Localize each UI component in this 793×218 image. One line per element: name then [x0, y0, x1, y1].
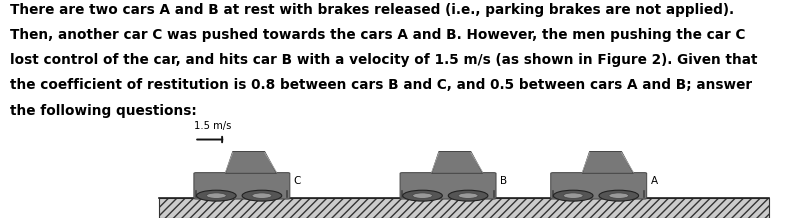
Circle shape: [458, 193, 478, 198]
Circle shape: [252, 193, 272, 198]
Bar: [159, 198, 769, 218]
Circle shape: [206, 193, 226, 198]
Circle shape: [412, 193, 432, 198]
FancyBboxPatch shape: [400, 173, 496, 199]
FancyBboxPatch shape: [550, 173, 647, 199]
Polygon shape: [225, 152, 277, 173]
Text: lost control of the car, and hits car B with a velocity of 1.5 m/s (as shown in : lost control of the car, and hits car B …: [10, 53, 757, 67]
Circle shape: [197, 190, 236, 201]
Circle shape: [403, 190, 442, 201]
Text: There are two cars A and B at rest with brakes released (i.e., parking brakes ar: There are two cars A and B at rest with …: [10, 3, 734, 17]
Text: the coefficient of restitution is 0.8 between cars B and C, and 0.5 between cars: the coefficient of restitution is 0.8 be…: [10, 78, 752, 92]
Polygon shape: [431, 152, 483, 173]
Text: 1.5 m/s: 1.5 m/s: [194, 121, 232, 131]
Circle shape: [563, 193, 583, 198]
Circle shape: [554, 190, 593, 201]
Polygon shape: [582, 152, 634, 173]
FancyBboxPatch shape: [193, 173, 290, 199]
Circle shape: [609, 193, 629, 198]
Circle shape: [242, 190, 282, 201]
Text: Then, another car C was pushed towards the cars A and B. However, the men pushin: Then, another car C was pushed towards t…: [10, 28, 745, 42]
Text: B: B: [500, 176, 507, 186]
Circle shape: [599, 190, 638, 201]
Text: C: C: [293, 176, 301, 186]
Text: the following questions:: the following questions:: [10, 104, 196, 118]
Circle shape: [448, 190, 488, 201]
Text: A: A: [651, 176, 657, 186]
